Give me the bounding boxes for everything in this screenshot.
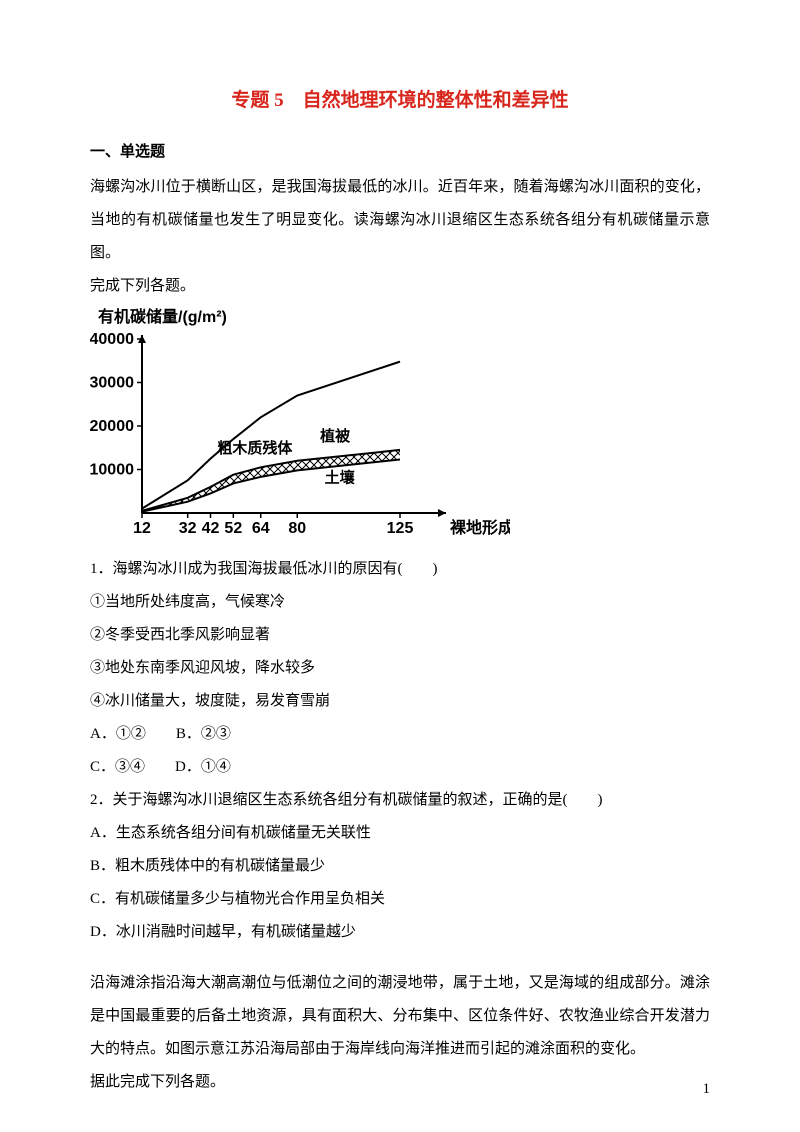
q1-opts-row1: A．①② B．②③	[90, 718, 710, 751]
passage2-para-2: 据此完成下列各题。	[90, 1066, 710, 1099]
svg-text:裸地形成年龄/年: 裸地形成年龄/年	[450, 518, 510, 537]
svg-text:10000: 10000	[90, 462, 134, 479]
svg-text:42: 42	[202, 520, 220, 537]
section-heading: 一、单选题	[90, 136, 710, 169]
svg-text:12: 12	[133, 520, 151, 537]
svg-text:40000: 40000	[90, 331, 134, 348]
q2-opt-a: A．生态系统各组分间有机碳储量无关联性	[90, 817, 710, 850]
q1-opts-row2: C．③④ D．①④	[90, 751, 710, 784]
q1-item-4: ④冰川储量大，坡度陡，易发育雪崩	[90, 685, 710, 718]
intro-para-2: 完成下列各题。	[90, 270, 710, 303]
svg-text:52: 52	[224, 520, 242, 537]
q1-item-1: ①当地所处纬度高，气候寒冷	[90, 586, 710, 619]
svg-text:植被: 植被	[320, 427, 351, 445]
svg-text:20000: 20000	[90, 418, 134, 435]
carbon-storage-chart: 10000 20000 30000 40000 12 32 4252 64 80 125 裸地形成年…	[90, 329, 510, 549]
chart-y-title: 有机碳储量/(g/m²)	[98, 307, 710, 329]
page-title: 专题 5 自然地理环境的整体性和差异性	[90, 80, 710, 122]
passage2-para-1: 沿海滩涂指沿海大潮高潮位与低潮位之间的潮浸地带，属于土地，又是海域的组成部分。滩…	[90, 967, 710, 1066]
q2-opt-c: C．有机碳储量多少与植物光合作用呈负相关	[90, 883, 710, 916]
svg-text:30000: 30000	[90, 375, 134, 392]
svg-text:粗木质残体: 粗木质残体	[217, 439, 293, 457]
svg-text:80: 80	[288, 520, 306, 537]
q1-item-3: ③地处东南季风迎风坡，降水较多	[90, 652, 710, 685]
q1-stem: 1．海螺沟冰川成为我国海拔最低冰川的原因有( )	[90, 553, 710, 586]
svg-text:64: 64	[252, 520, 270, 537]
intro-para-1: 海螺沟冰川位于横断山区，是我国海拔最低的冰川。近百年来，随着海螺沟冰川面积的变化…	[90, 171, 710, 270]
q1-item-2: ②冬季受西北季风影响显著	[90, 619, 710, 652]
q2-opt-b: B．粗木质残体中的有机碳储量最少	[90, 850, 710, 883]
page-number: 1	[703, 1073, 711, 1106]
svg-text:土壤: 土壤	[325, 469, 356, 487]
q2-opt-d: D．冰川消融时间越早，有机碳储量越少	[90, 916, 710, 949]
svg-text:32: 32	[179, 520, 197, 537]
chart-container: 有机碳储量/(g/m²) 10000 20000 30000 40000 12 32 425…	[90, 307, 710, 549]
svg-text:125: 125	[387, 520, 414, 537]
q2-stem: 2．关于海螺沟冰川退缩区生态系统各组分有机碳储量的叙述，正确的是( )	[90, 784, 710, 817]
